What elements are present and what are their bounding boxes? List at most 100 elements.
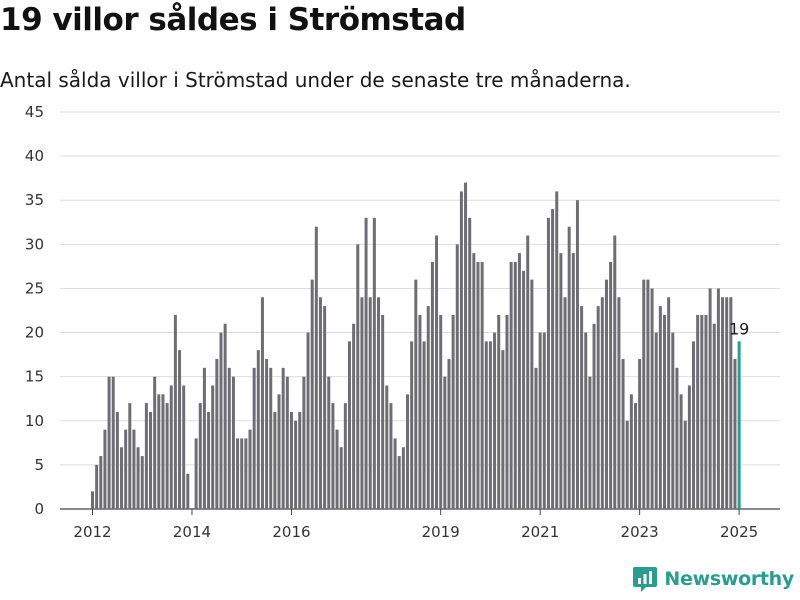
bar: [617, 297, 621, 509]
bar: [575, 200, 579, 509]
bar: [667, 297, 671, 509]
bar: [115, 411, 119, 509]
bar: [331, 403, 335, 509]
y-tick-label: 30: [25, 235, 44, 253]
bar: [592, 323, 596, 509]
bar: [464, 182, 468, 510]
bar: [530, 279, 534, 509]
bar: [650, 288, 654, 509]
bar: [236, 438, 240, 509]
bar: [124, 429, 128, 509]
brand-logo[interactable]: Newsworthy: [632, 564, 794, 594]
bar: [269, 367, 273, 509]
x-tick-label: 2019: [422, 523, 460, 541]
bar: [149, 411, 153, 509]
bar: [721, 297, 725, 509]
bar: [725, 297, 729, 509]
y-tick-label: 5: [34, 456, 44, 474]
bar: [178, 350, 182, 509]
bar: [385, 385, 389, 509]
bar: [567, 226, 571, 509]
bar: [683, 420, 687, 509]
bar: [472, 253, 476, 509]
bar: [546, 217, 550, 509]
bar: [493, 332, 497, 509]
bar: [157, 394, 161, 509]
bar: [571, 253, 575, 509]
bar: [451, 314, 455, 509]
bar: [335, 429, 339, 509]
bar: [497, 314, 501, 509]
bar: [368, 297, 372, 509]
bar: [294, 420, 298, 509]
bar: [468, 217, 472, 509]
bar: [198, 403, 202, 509]
bar: [173, 314, 177, 509]
bar: [289, 411, 293, 509]
bar: [563, 297, 567, 509]
y-tick-label: 45: [25, 103, 44, 121]
bar: [418, 314, 422, 509]
bar: [700, 314, 704, 509]
bar: [372, 217, 376, 509]
bar: [414, 279, 418, 509]
bar: [120, 447, 124, 509]
bar: [501, 350, 505, 509]
bar: [584, 332, 588, 509]
bar: [244, 438, 248, 509]
bar: [194, 438, 198, 509]
bar: [455, 244, 459, 510]
bar: [352, 323, 356, 509]
latest-value-label: 19: [729, 319, 749, 338]
bar: [356, 244, 360, 510]
bar: [381, 314, 385, 509]
bar: [347, 341, 351, 509]
bar: [522, 270, 526, 509]
brand-name: Newsworthy: [664, 568, 794, 590]
bar: [231, 376, 235, 509]
x-tick-label: 2025: [720, 523, 758, 541]
bar: [534, 367, 538, 509]
bar: [459, 191, 463, 509]
bar: [484, 341, 488, 509]
bar: [215, 359, 219, 509]
bar: [559, 253, 563, 509]
bar: [646, 279, 650, 509]
bar: [132, 429, 136, 509]
y-tick-label: 0: [34, 500, 44, 518]
bar: [687, 385, 691, 509]
bar: [621, 359, 625, 509]
chart-title: 19 villor såldes i Strömstad: [0, 2, 466, 38]
bar: [447, 359, 451, 509]
bar: [327, 376, 331, 509]
bar: [252, 367, 256, 509]
y-tick-label: 20: [25, 324, 44, 342]
bar: [654, 332, 658, 509]
y-tick-label: 35: [25, 191, 44, 209]
bar: [476, 261, 480, 509]
newsworthy-logo-icon: [633, 567, 658, 592]
bar: [223, 323, 227, 509]
bar: [609, 261, 613, 509]
bar: [733, 359, 737, 509]
bar: [169, 385, 173, 509]
bar: [633, 403, 637, 509]
bar: [505, 314, 509, 509]
bar: [260, 297, 264, 509]
bar: [140, 456, 144, 509]
bar: [377, 297, 381, 509]
bar: [443, 376, 447, 509]
bar: [302, 376, 306, 509]
bar: [513, 261, 517, 509]
bar: [430, 261, 434, 509]
bar: [480, 261, 484, 509]
bar: [161, 394, 165, 509]
bar: [182, 385, 186, 509]
x-tick-label: 2012: [73, 523, 111, 541]
bar: [613, 235, 617, 509]
bars: [91, 182, 741, 510]
bar: [638, 359, 642, 509]
bar: [671, 332, 675, 509]
bar: [265, 359, 269, 509]
bar: [422, 341, 426, 509]
